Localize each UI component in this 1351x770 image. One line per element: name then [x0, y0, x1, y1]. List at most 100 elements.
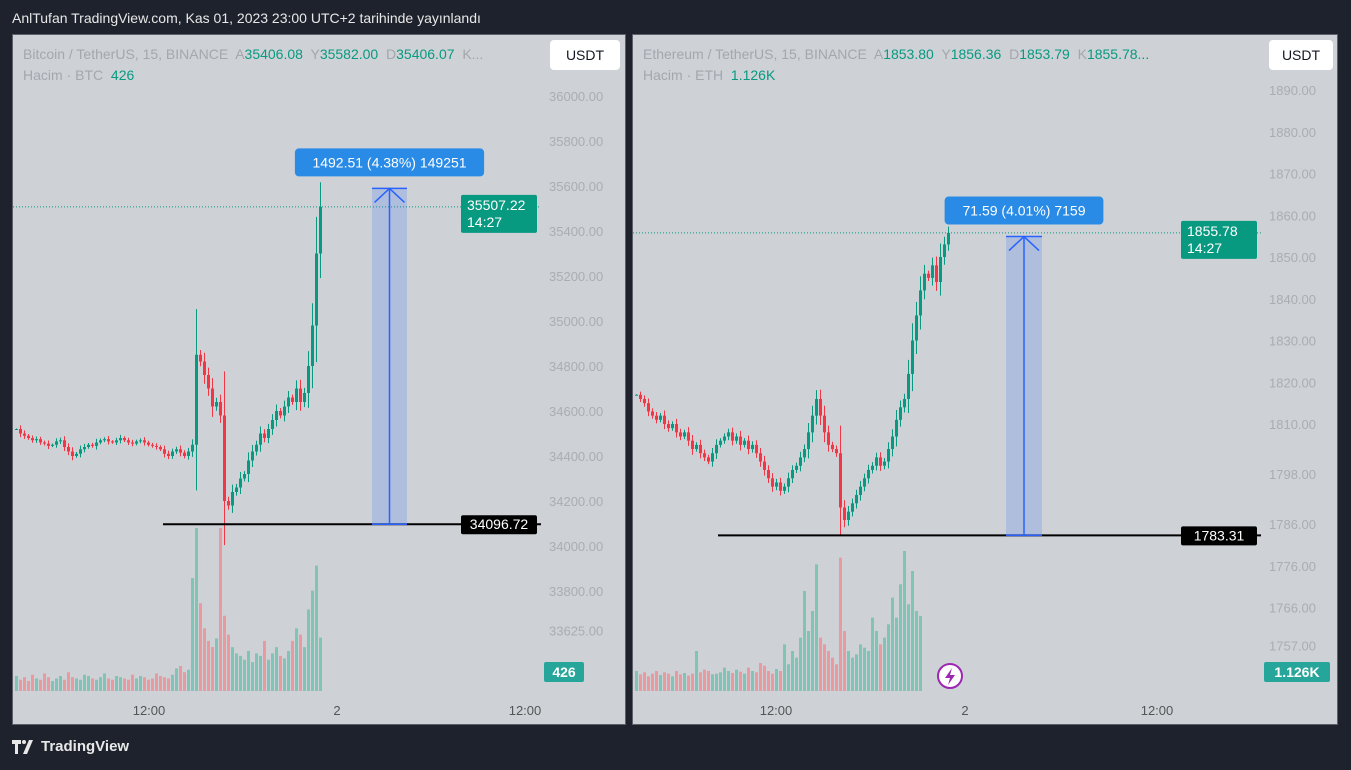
eth-volume-legend: Hacim · ETH 1.126K	[643, 67, 775, 83]
price-tick: 1840.00	[1269, 292, 1316, 307]
tradingview-logo[interactable]: TradingView	[12, 738, 129, 755]
price-tick: 1798.00	[1269, 467, 1316, 482]
eth-chart-panel[interactable]: 1890.00 1880.00 1870.00 1860.00 1850.00 1840.…	[632, 34, 1338, 725]
candle-body	[843, 507, 846, 521]
volume-bar	[831, 657, 834, 691]
candle-body	[903, 398, 906, 408]
volume-bar	[39, 679, 42, 691]
candle-body	[19, 429, 22, 434]
currency-button[interactable]: USDT	[1269, 40, 1333, 70]
volume-bar	[755, 672, 758, 691]
volume-bar	[671, 676, 674, 691]
volume-bar	[855, 654, 858, 691]
low-label: D	[1009, 46, 1020, 62]
volume-bar	[75, 678, 78, 691]
candle-body	[23, 433, 26, 436]
volume-bar	[183, 672, 186, 691]
candle-body	[931, 265, 934, 278]
volume-bar	[55, 678, 58, 691]
volume-bar	[787, 664, 790, 691]
candle-body	[851, 503, 854, 512]
horizontal-line-price-label: 1783.31	[1194, 527, 1245, 543]
volume-bar	[663, 672, 666, 691]
price-tick: 1776.00	[1269, 559, 1316, 574]
symbol-name[interactable]: Bitcoin / TetherUS, 15, BINANCE	[23, 46, 229, 62]
volume-bar	[759, 663, 762, 691]
candle-body	[667, 424, 670, 429]
volume-bar	[271, 653, 274, 691]
price-tick: 1810.00	[1269, 417, 1316, 432]
volume-bar	[751, 671, 754, 691]
btc-chart-panel[interactable]: 36000.00 35800.00 35600.00 35400.00 35200.00…	[12, 34, 626, 725]
candle-body	[647, 403, 650, 412]
volume-bar	[299, 634, 302, 691]
candle-body	[651, 411, 654, 416]
candle-body	[687, 432, 690, 441]
candle-body	[947, 232, 950, 245]
candle-body	[915, 315, 918, 341]
candle-body	[779, 482, 782, 491]
volume-bar	[71, 677, 74, 691]
candle-body	[155, 445, 158, 447]
volume-bar	[707, 671, 710, 691]
candle-body	[691, 440, 694, 450]
candle-body	[927, 273, 930, 278]
candle-body	[223, 415, 226, 501]
candle-body	[663, 415, 666, 424]
volume-bar	[659, 675, 662, 691]
volume-bar	[195, 528, 198, 691]
close-value: 1855.78...	[1086, 46, 1150, 62]
time-tick: 12:00	[1141, 703, 1174, 718]
candle-body	[215, 402, 218, 407]
volume-bar	[647, 676, 650, 691]
countdown-label: 14:27	[1187, 240, 1222, 256]
candle-body	[15, 429, 18, 430]
volume-bar	[227, 634, 230, 691]
currency-button[interactable]: USDT	[550, 40, 620, 70]
candle-body	[175, 449, 178, 452]
symbol-name[interactable]: Ethereum / TetherUS, 15, BINANCE	[643, 46, 867, 62]
candle-body	[251, 451, 254, 461]
volume-bar	[799, 637, 802, 691]
horizontal-line-price-label: 34096.72	[470, 516, 529, 532]
candle-body	[699, 444, 702, 454]
volume-bar	[99, 677, 102, 691]
candle-body	[59, 440, 62, 442]
price-tick: 1850.00	[1269, 250, 1316, 265]
volume-bar	[883, 637, 886, 691]
btc-chart-canvas[interactable]: 36000.00 35800.00 35600.00 35400.00 35200.00…	[13, 35, 626, 725]
candle-body	[199, 354, 202, 362]
low-label: D	[386, 46, 397, 62]
candle-body	[31, 438, 34, 441]
candle-body	[879, 457, 882, 466]
candle-body	[823, 415, 826, 433]
candle-body	[183, 452, 186, 456]
volume-bar	[255, 653, 258, 691]
btc-volume-legend: Hacim · BTC 426	[23, 67, 134, 83]
volume-bar	[871, 617, 874, 691]
candle-body	[719, 440, 722, 445]
volume-bar	[103, 673, 106, 691]
candle-body	[159, 447, 162, 450]
countdown-label: 14:27	[467, 214, 502, 230]
candle-body	[831, 444, 834, 450]
eth-chart-canvas[interactable]: 1890.00 1880.00 1870.00 1860.00 1850.00 1840.…	[633, 35, 1338, 725]
volume-bar	[107, 678, 110, 691]
low-value: 35406.07	[396, 46, 455, 62]
volume-bar	[843, 631, 846, 691]
volume-label[interactable]: Hacim · ETH	[643, 67, 724, 83]
volume-bar	[711, 674, 714, 691]
volume-label[interactable]: Hacim · BTC	[23, 67, 104, 83]
volume-bar	[19, 679, 22, 691]
volume-bar	[191, 578, 194, 691]
measure-arrow-head-icon	[1008, 235, 1040, 252]
candle-body	[287, 397, 290, 407]
volume-bar	[767, 671, 770, 691]
volume-bar	[863, 647, 866, 691]
candle-body	[671, 424, 674, 429]
volume-bar	[679, 674, 682, 691]
candle-body	[707, 457, 710, 462]
candle-body	[803, 449, 806, 458]
volume-bar	[267, 659, 270, 691]
candle-body	[139, 440, 142, 442]
